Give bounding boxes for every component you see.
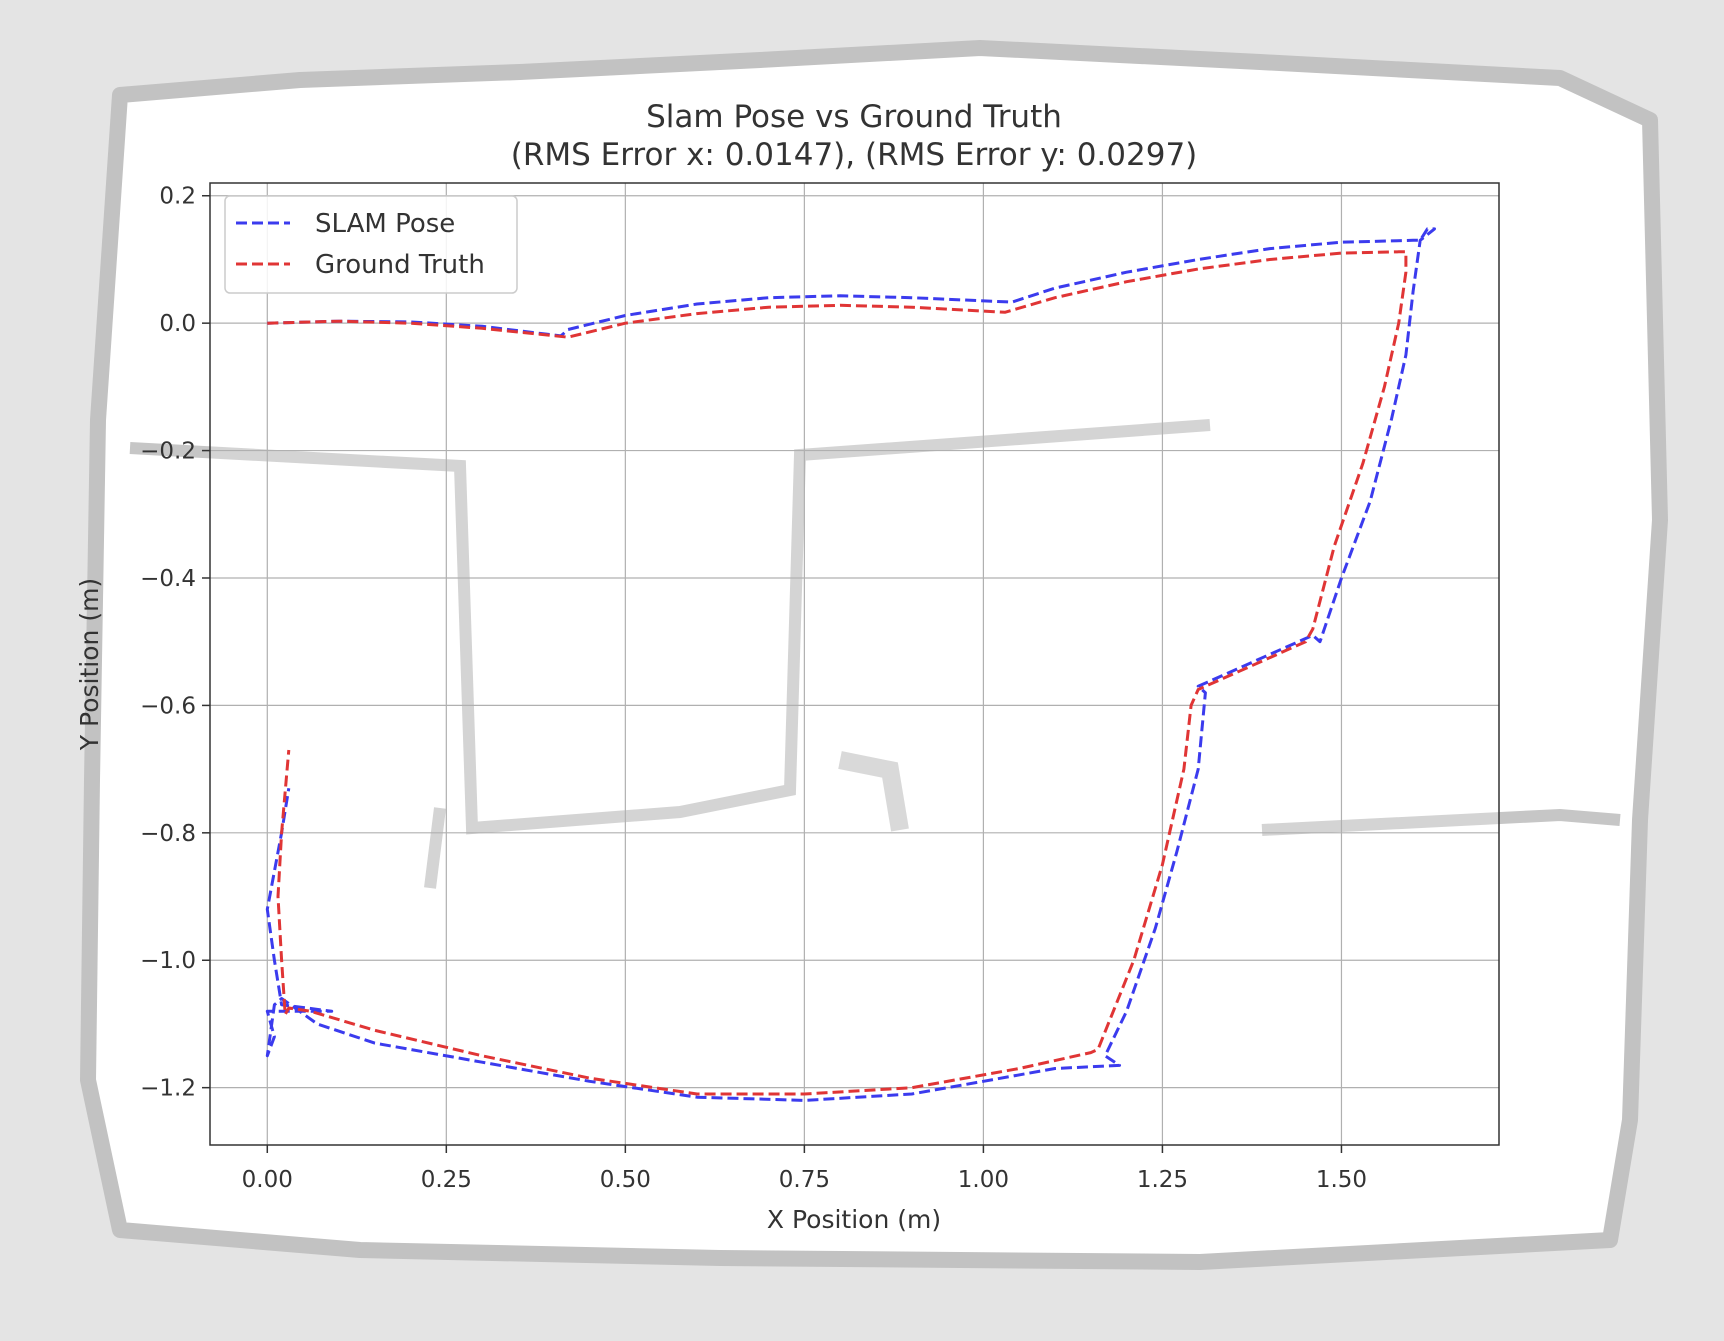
x-tick-label: 0.00 bbox=[242, 1167, 293, 1193]
y-tick-label: −1.2 bbox=[140, 1076, 196, 1102]
series-layer bbox=[265, 227, 1436, 1102]
occupancy-map-background bbox=[80, 40, 1668, 1270]
y-tick-label: −0.6 bbox=[140, 693, 196, 719]
x-axis-ticks: 0.00 0.25 0.50 0.75 1.00 1.25 1.50 bbox=[242, 1145, 1367, 1193]
y-tick-label: −1.0 bbox=[140, 948, 196, 974]
x-tick-label: 1.00 bbox=[958, 1167, 1009, 1193]
y-tick-label: −0.2 bbox=[140, 439, 196, 465]
legend: SLAM Pose Ground Truth bbox=[224, 195, 518, 294]
series-line-ground-truth bbox=[267, 250, 1408, 1096]
y-tick-label: 0.2 bbox=[159, 184, 196, 210]
legend-box bbox=[224, 195, 518, 294]
plot-frame bbox=[209, 182, 1500, 1146]
chart-title: Slam Pose vs Ground Truth bbox=[646, 99, 1062, 135]
y-tick-label: 0.0 bbox=[159, 311, 196, 337]
chart-subtitle: (RMS Error x: 0.0147), (RMS Error y: 0.0… bbox=[511, 137, 1198, 173]
x-tick-label: 0.50 bbox=[600, 1167, 651, 1193]
x-axis-label: X Position (m) bbox=[767, 1205, 941, 1234]
plot: 0.00 0.25 0.50 0.75 1.00 1.25 1.50 0.2 0.0 −0.2 −… bbox=[75, 99, 1500, 1234]
x-tick-label: 1.25 bbox=[1137, 1167, 1188, 1193]
x-tick-label: 0.75 bbox=[779, 1167, 830, 1193]
series-line-slam-pose bbox=[265, 227, 1436, 1102]
legend-label-slam-pose: SLAM Pose bbox=[315, 209, 455, 239]
y-axis-ticks: 0.2 0.0 −0.2 −0.4 −0.6 −0.8 −1.0 −1.2 bbox=[140, 184, 210, 1102]
y-axis-label: Y Position (m) bbox=[75, 578, 104, 751]
x-tick-label: 1.50 bbox=[1316, 1167, 1367, 1193]
x-tick-label: 0.25 bbox=[421, 1167, 472, 1193]
y-tick-label: −0.4 bbox=[140, 566, 196, 592]
plot-area bbox=[210, 183, 1499, 1145]
legend-label-ground-truth: Ground Truth bbox=[315, 250, 485, 280]
y-tick-label: −0.8 bbox=[140, 821, 196, 847]
